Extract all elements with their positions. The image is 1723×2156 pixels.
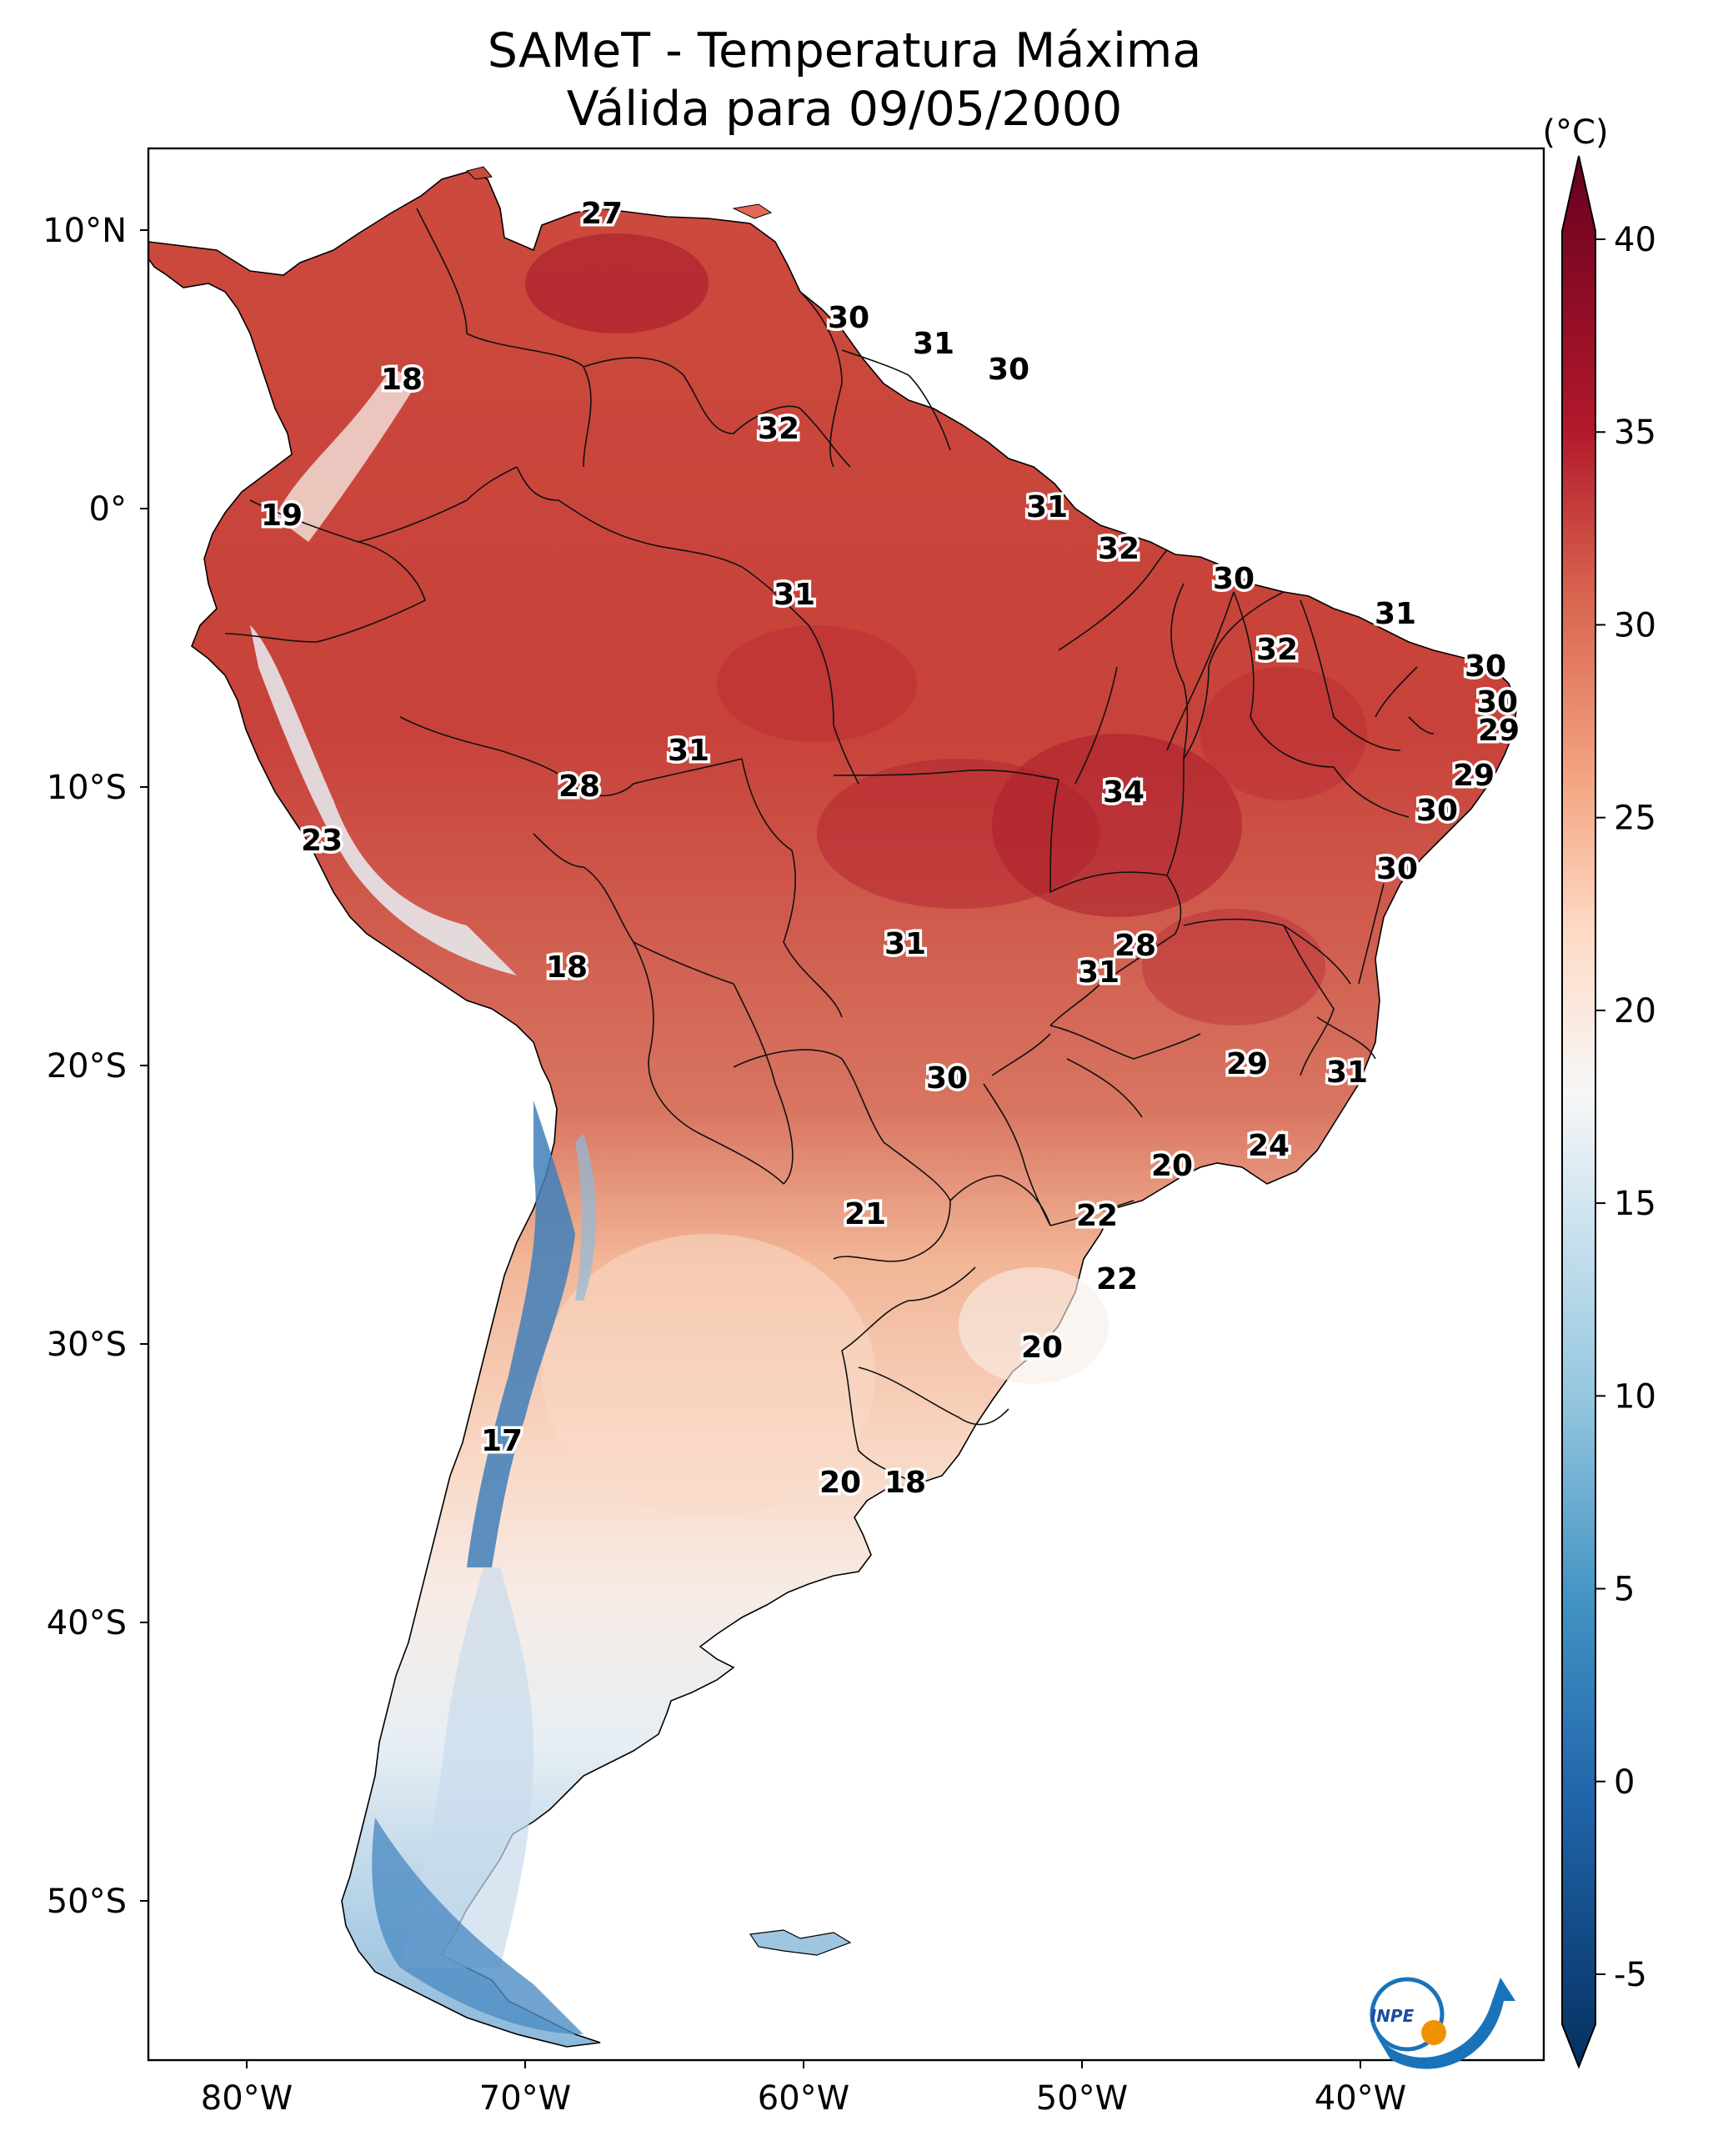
axis-ticks (140, 229, 1361, 2068)
colorbar: (°C) -5 0 5 10 15 20 25 30 35 40 (1542, 113, 1656, 2069)
colorbar-ticks: -5 0 5 10 15 20 25 30 35 40 (1595, 221, 1656, 1994)
temp-label: 29 (1226, 1047, 1268, 1081)
lon-label-70w: 70°W (479, 2079, 571, 2118)
colorbar-tick-label: 15 (1614, 1185, 1656, 1223)
temp-label: 20 (1151, 1149, 1193, 1183)
colorbar-unit: (°C) (1542, 113, 1608, 152)
temp-label: 30 (828, 301, 869, 335)
temp-label: 31 (884, 927, 926, 961)
lat-label-10s: 10°S (47, 769, 127, 807)
temp-label: 18 (884, 1466, 926, 1500)
lat-label-20s: 20°S (47, 1047, 127, 1086)
temp-label: 20 (819, 1466, 861, 1500)
temp-label: 27 (581, 197, 623, 231)
temp-label: 20 (1021, 1331, 1063, 1365)
temp-label: 18 (381, 363, 423, 397)
temp-label: 30 (1476, 685, 1518, 720)
temp-label: 31 (1326, 1055, 1368, 1090)
temp-label: 22 (1096, 1262, 1138, 1296)
temp-label: 31 (1026, 490, 1068, 524)
temp-label: 28 (558, 770, 600, 804)
lon-label-80w: 80°W (201, 2079, 293, 2118)
temp-label: 30 (926, 1061, 968, 1096)
temp-label: 32 (1256, 633, 1298, 667)
temp-label: 31 (1078, 955, 1119, 990)
lat-label-50s: 50°S (47, 1883, 127, 1921)
temp-label: 24 (1248, 1129, 1290, 1163)
colorbar-bar (1561, 155, 1596, 2069)
map-title-line-1: SAMeT - Temperatura Máxima (488, 23, 1202, 78)
map-title-line-2: Válida para 09/05/2000 (567, 82, 1123, 137)
temp-label: 19 (261, 499, 303, 533)
temp-label: 23 (301, 824, 343, 858)
colorbar-tick-label: 5 (1614, 1571, 1635, 1609)
temp-label: 31 (913, 327, 954, 361)
lat-label-30s: 30°S (47, 1326, 127, 1364)
falkland-islands (749, 1929, 852, 1956)
temp-label: 29 (1478, 714, 1520, 748)
temp-label: 32 (758, 412, 799, 446)
temp-label: 21 (844, 1197, 886, 1231)
temp-label: 31 (774, 578, 815, 612)
temp-label: 32 (1098, 532, 1139, 566)
colorbar-tick-label: -5 (1614, 1956, 1647, 1994)
country-borders (224, 208, 1435, 1485)
colorbar-tick-label: 0 (1614, 1763, 1635, 1802)
colorbar-tick-label: 40 (1614, 221, 1656, 259)
colorbar-tick-label: 20 (1614, 992, 1656, 1030)
colorbar-tick-label: 25 (1614, 800, 1656, 838)
temp-label: 30 (1376, 852, 1418, 886)
temp-label: 34 (1103, 775, 1144, 810)
temp-label: 30 (1213, 562, 1255, 596)
temp-label: 28 (1114, 929, 1156, 963)
lat-label-40s: 40°S (47, 1604, 127, 1642)
temp-label: 22 (1076, 1199, 1118, 1233)
inpe-logo: INPE (1370, 1977, 1515, 2069)
temp-label: 31 (668, 734, 709, 768)
lon-label-50w: 50°W (1036, 2079, 1128, 2118)
lat-label-10n: 10°N (43, 212, 127, 250)
colorbar-tick-label: 30 (1614, 606, 1656, 644)
lon-label-40w: 40°W (1315, 2079, 1406, 2118)
temperature-labels: 27 30 31 30 18 32 19 31 32 30 31 31 32 3… (258, 194, 1522, 1503)
temp-label: 30 (1416, 794, 1458, 828)
lat-label-0: 0° (89, 490, 127, 529)
colorbar-tick-label: 35 (1614, 414, 1656, 452)
inpe-logo-text: INPE (1370, 2006, 1415, 2026)
lon-label-60w: 60°W (758, 2079, 849, 2118)
map-area (148, 148, 1544, 2060)
temp-label: 29 (1453, 759, 1495, 793)
temp-label: 30 (988, 353, 1029, 387)
temp-label: 18 (546, 950, 588, 985)
temp-label: 17 (481, 1424, 523, 1458)
map-frame (147, 147, 1545, 2062)
temp-label: 31 (1375, 597, 1416, 631)
temp-label: 30 (1465, 649, 1506, 684)
colorbar-tick-label: 10 (1614, 1377, 1656, 1416)
